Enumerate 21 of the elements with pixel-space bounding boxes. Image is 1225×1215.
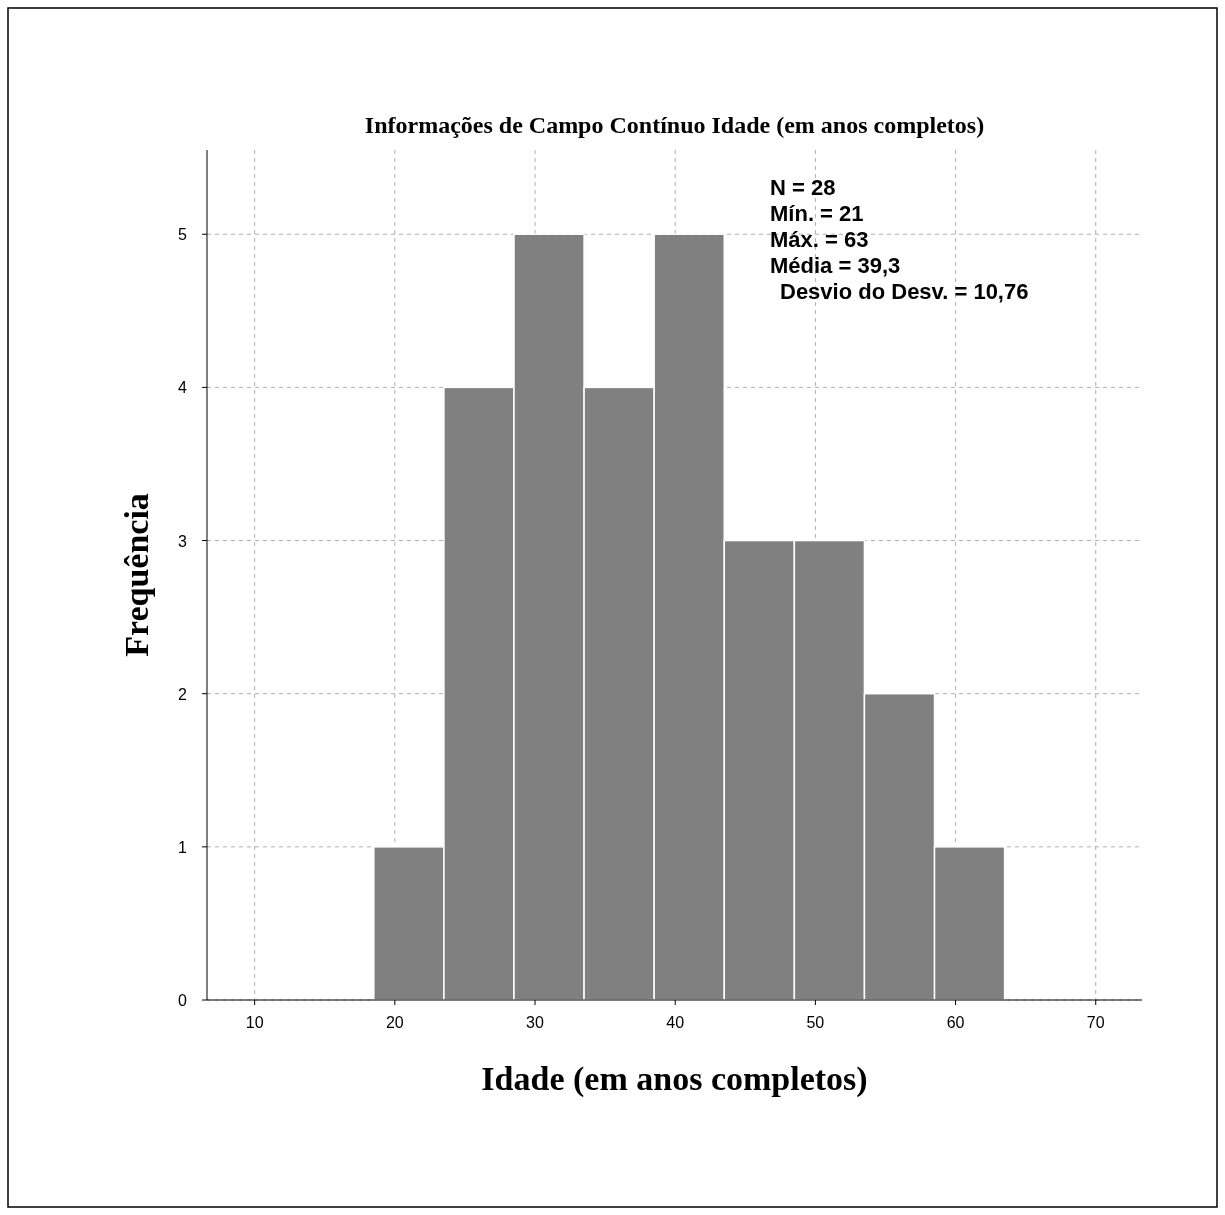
annotation: Mín. = 21 — [770, 201, 864, 226]
y-tick-label: 4 — [178, 379, 188, 397]
annotation: Desvio do Desv. = 10,76 — [780, 279, 1029, 304]
annotation: Máx. = 63 — [770, 227, 869, 252]
annotation: Média = 39,3 — [770, 253, 901, 278]
x-tick-label: 60 — [946, 1014, 965, 1031]
x-tick-label: 50 — [806, 1014, 825, 1031]
x-axis-title: Idade (em anos completos) — [481, 1060, 868, 1098]
x-tick-label: 40 — [666, 1014, 685, 1031]
y-tick-label: 5 — [178, 226, 188, 244]
x-tick-label: 70 — [1086, 1014, 1105, 1031]
y-tick-label: 2 — [178, 685, 188, 703]
chart-title: Informações de Campo Contínuo Idade (em anos completos) — [364, 112, 985, 138]
x-tick-label: 30 — [526, 1014, 545, 1031]
y-tick-label: 0 — [178, 992, 188, 1009]
y-axis-title: Frequência — [118, 493, 155, 657]
annotation: N = 28 — [770, 175, 836, 200]
y-tick-label: 1 — [178, 838, 188, 856]
y-tick-label: 3 — [178, 532, 188, 550]
x-tick-label: 20 — [385, 1014, 404, 1031]
x-tick-label: 10 — [245, 1014, 264, 1031]
